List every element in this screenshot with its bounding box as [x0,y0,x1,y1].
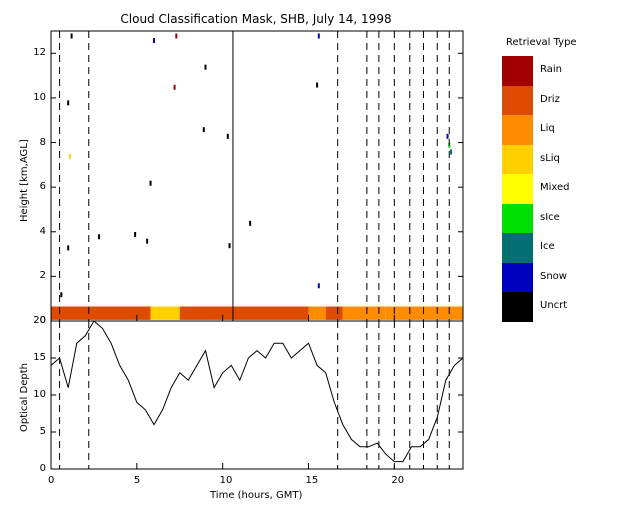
return-point-15 [228,243,231,249]
legend-label: Rain [540,64,562,75]
legend-item-uncrt: Uncrt [502,292,640,322]
legend-swatch [502,56,533,86]
bottom-y-tick-label-1: 5 [39,426,46,437]
top-y-tick-label-2: 4 [39,225,46,237]
top-y-tick-label-6: 12 [33,47,46,59]
chart-title: Cloud Classification Mask, SHB, July 14,… [120,12,392,26]
return-point-8 [149,180,152,186]
bottom-y-tick-label-0: 0 [39,463,46,474]
return-point-9 [153,37,155,43]
return-point-2 [68,153,71,159]
legend-item-sice: sIce [502,203,640,234]
return-point-1 [67,245,70,251]
legend-item-rain: Rain [502,56,640,86]
legend-swatch [502,292,533,322]
cloud-segment-0 [51,306,151,320]
cloud-segment-2 [179,306,309,320]
x-tick-label-2: 10 [219,475,233,486]
legend-item-snow: Snow [502,262,640,293]
legend-label: Uncrt [540,300,568,311]
legend-swatch [502,85,533,116]
legend-item-driz: Driz [502,85,640,116]
cloud-segment-1 [150,306,180,320]
bottom-frame [50,320,464,470]
bottom-y-tick-label-2: 10 [33,389,46,400]
optical-depth-panel [50,320,464,470]
return-point-19 [317,283,320,289]
x-tick-label-0: 0 [48,475,55,486]
legend-item-liq: Liq [502,115,640,145]
return-point-16 [249,220,252,226]
x-tick-label-4: 20 [391,475,405,486]
cloud-segment-6 [385,306,463,320]
legend-item-sliq: sLiq [502,144,640,175]
return-point-5 [98,234,101,240]
top-y-tick-label-4: 8 [39,136,46,148]
cloud-mask-panel [50,30,464,322]
x-tick-label-1: 5 [133,475,141,486]
bottom-y-axis-label: Optical Depth [19,363,30,432]
cloud-segment-3 [308,306,326,320]
legend-label: sIce [540,211,560,223]
bottom-y-tick-label-3: 15 [33,352,46,363]
legend-label: Ice [540,241,555,252]
legend-label: Snow [540,270,567,282]
legend-swatch [502,203,533,234]
return-point-11 [175,33,178,39]
return-point-14 [226,133,229,139]
top-y-tick-label-3: 6 [39,181,46,193]
return-point-10 [173,84,176,90]
legend-swatch [502,115,533,145]
x-tick-label-3: 15 [305,475,319,486]
legend-label: Driz [540,93,560,105]
return-point-22 [449,149,452,155]
x-axis-label: Time (hours, GMT) [210,490,303,501]
return-point-18 [317,33,320,39]
return-point-12 [202,127,205,133]
return-point-13 [204,64,207,70]
bottom-y-tick-label-4: 20 [33,315,46,326]
top-y-tick-label-5: 10 [33,91,46,103]
return-point-4 [70,33,73,39]
return-point-3 [67,100,70,106]
return-point-20 [446,133,449,139]
cloud-segment-4 [325,306,343,320]
return-point-17 [316,82,319,88]
optical-depth-line [50,320,464,463]
cloud-segment-5 [342,306,386,320]
legend-swatch [502,144,533,175]
return-point-6 [134,232,137,237]
legend-label: Liq [540,123,555,134]
legend-label: sLiq [540,152,560,164]
top-y-tick-label-1: 2 [39,270,46,282]
return-point-7 [146,238,149,244]
legend-title: Retrieval Type [506,37,577,48]
top-y-axis-label: Height [km,AGL] [19,139,30,222]
return-point-0 [60,292,63,298]
legend-label: Mixed [540,182,570,193]
legend-swatch [502,262,533,293]
top-frame [50,30,464,322]
legend-swatch [502,233,533,263]
legend-item-mixed: Mixed [502,174,640,204]
legend-swatch [502,174,533,204]
top-y-tick-label-0: 0 [39,315,46,326]
legend-item-ice: Ice [502,233,640,263]
